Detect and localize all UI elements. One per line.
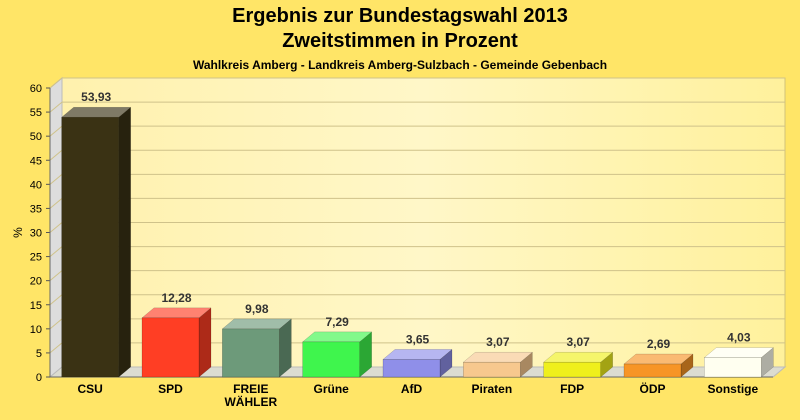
x-tick-label: AfD [401,382,423,396]
y-tick-label: 45 [30,155,42,167]
bar-top [141,307,212,319]
bar-fdp [543,361,601,378]
y-tick-label: 25 [30,252,42,264]
chart-title-2: Zweitstimmen in Prozent [282,30,518,52]
bar-spd [141,317,200,378]
data-label: 3,07 [566,335,590,349]
y-tick-label: 35 [30,203,42,215]
y-tick-label: 30 [30,228,42,240]
gridline-side [49,149,63,161]
y-tick-label: 20 [30,276,42,288]
bar-top [623,353,694,365]
bar-top [382,349,453,360]
y-tick-label: 55 [30,107,42,119]
gridline-side [49,173,63,185]
bar-freie-wähler [222,328,280,378]
gridline-side [49,222,63,233]
chart-subtitle: Wahlkreis Amberg - Landkreis Amberg-Sulz… [192,58,608,72]
gridline-side [49,246,63,257]
x-tick-label: FREIE [233,382,268,396]
gridline-side [49,270,63,282]
gridline-side [49,125,63,137]
bar-top [60,106,132,118]
bar-ödp [623,363,682,378]
bar-side [198,307,212,378]
bar-csu [61,116,119,378]
y-tick-label: 40 [30,179,42,191]
gridline-side [49,101,63,113]
gridline-side [49,318,63,330]
data-label: 12,28 [161,291,191,305]
x-tick-label: SPD [158,382,183,396]
bar-afd [382,359,441,378]
bar-top [542,351,614,363]
data-label: 53,93 [81,90,111,104]
data-label: 4,03 [727,331,751,345]
bar-top [462,351,534,363]
data-label: 3,07 [486,335,510,349]
x-tick-label: FDP [560,382,584,396]
bar-side [118,106,131,378]
bar-top [221,318,293,330]
bar-side [279,318,292,378]
x-tick-label: WÄHLER [224,394,277,409]
y-axis-label: % [11,227,25,238]
gridline-side [49,342,63,354]
gridline-side [49,77,63,89]
y-tick-label: 10 [30,324,42,336]
bar-grüne [302,341,360,378]
y-tick-label: 0 [36,372,42,384]
data-label: 3,65 [406,332,430,346]
data-label: 2,69 [647,337,671,351]
x-tick-label: Sonstige [707,382,758,396]
chart-title: Ergebnis zur Bundestagswahl 2013 [232,5,568,27]
bar-top [703,347,775,358]
x-tick-label: CSU [77,382,102,396]
y-tick-label: 60 [30,83,42,95]
x-tick-label: Grüne [313,382,349,396]
y-tick-label: 15 [30,300,42,312]
data-label: 7,29 [325,315,349,329]
x-tick-label: ÖDP [639,381,665,396]
y-tick-label: 5 [36,348,42,360]
data-label: 9,98 [245,302,269,316]
bar-top [301,331,373,343]
bar-piraten [463,361,521,378]
x-tick-label: Piraten [471,382,512,396]
gridline-side [49,294,63,306]
y-tick-label: 50 [30,131,42,143]
bar-sonstige [704,357,762,378]
chart-title-block: Ergebnis zur Bundestagswahl 2013 Zweitst… [0,4,800,73]
gridline-side [49,198,63,209]
